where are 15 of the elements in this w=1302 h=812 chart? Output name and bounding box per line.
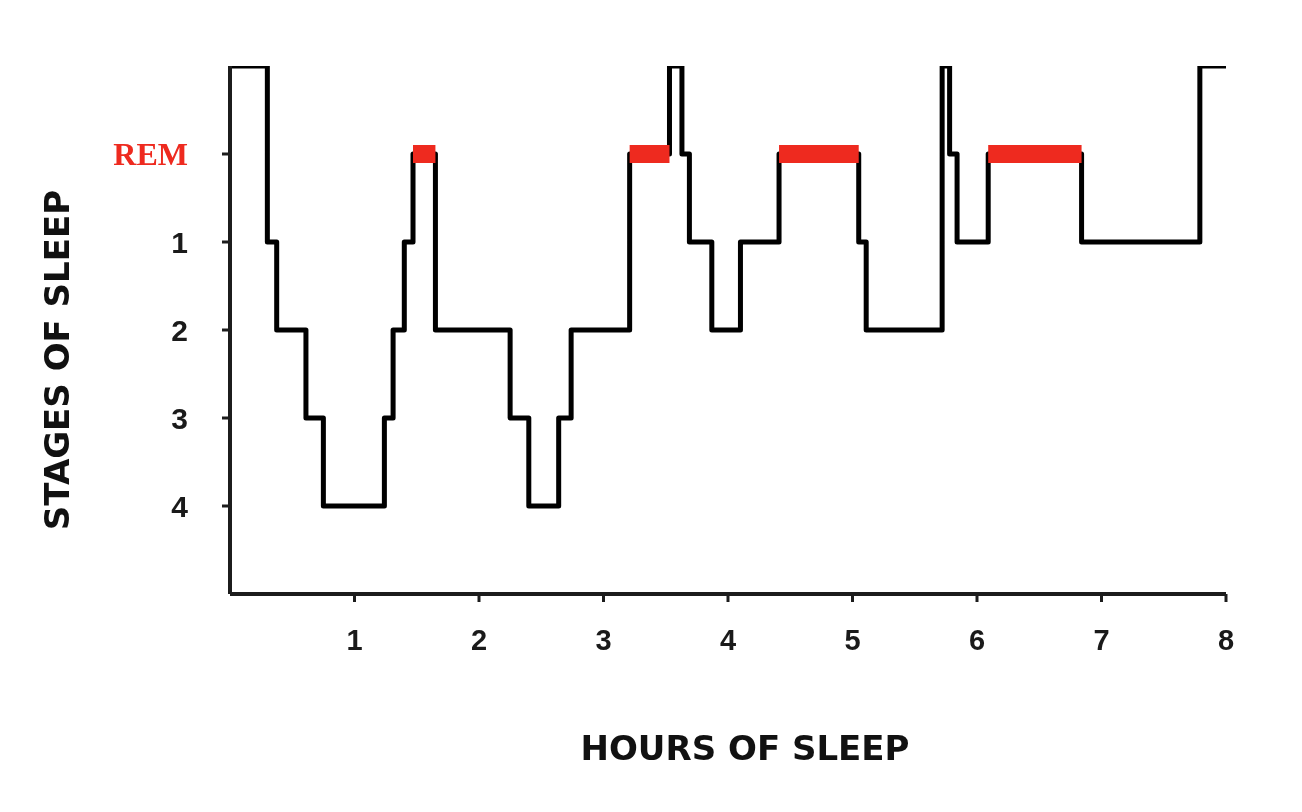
x-tick-label: 5 xyxy=(844,624,861,656)
x-tick-label: 2 xyxy=(470,624,488,656)
x-tick-label: 6 xyxy=(968,624,986,656)
x-axis-title: HOURS OF SLEEP xyxy=(580,728,910,768)
x-tick-label: 7 xyxy=(1093,624,1110,656)
y-tick-label: 3 xyxy=(171,401,188,435)
x-tick-label: 1 xyxy=(346,624,363,656)
x-tick-label: 8 xyxy=(1217,624,1235,656)
y-tick-label: REM xyxy=(113,136,188,172)
y-tick-label: 1 xyxy=(171,225,188,259)
x-tick-label: 3 xyxy=(595,624,612,656)
y-tick-label: 2 xyxy=(171,313,188,347)
y-tick-label: 4 xyxy=(171,489,189,523)
y-axis-title: STAGES OF SLEEP xyxy=(37,189,77,531)
x-tick-label: 4 xyxy=(719,624,737,656)
